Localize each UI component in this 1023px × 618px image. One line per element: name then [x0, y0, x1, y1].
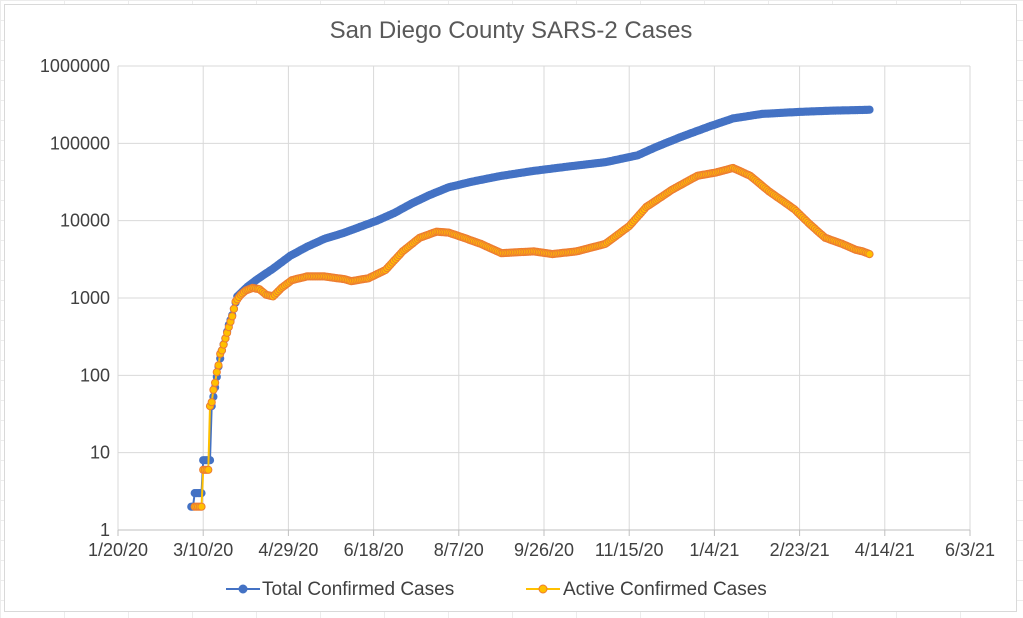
data-point: [865, 105, 874, 114]
data-point: [209, 385, 218, 394]
legend-marker-total: [238, 584, 248, 594]
x-tick-label: 1/4/21: [689, 540, 739, 560]
legend-marker-active: [538, 584, 548, 594]
data-point: [228, 312, 237, 321]
x-tick-label: 6/3/21: [945, 540, 995, 560]
x-tick-label: 11/15/20: [595, 540, 664, 560]
data-point: [229, 304, 238, 313]
chart-title: San Diego County SARS-2 Cases: [330, 17, 693, 44]
chart-area: [4, 4, 1017, 612]
series-line: [194, 166, 870, 508]
x-tick-label: 8/7/20: [434, 540, 484, 560]
data-point: [212, 368, 221, 377]
legend-label-total: Total Confirmed Cases: [262, 579, 454, 600]
x-tick-label: 3/10/20: [173, 540, 233, 560]
x-tick-label: 1/20/20: [88, 540, 148, 560]
y-tick-label: 100000: [50, 133, 110, 153]
y-tick-label: 100: [80, 365, 110, 385]
x-tick-label: 9/26/20: [514, 540, 574, 560]
data-point: [204, 465, 213, 474]
y-tick-label: 10000: [60, 211, 110, 231]
y-tick-label: 1000: [70, 288, 110, 308]
legend: Total Confirmed Cases Active Confirmed C…: [226, 579, 767, 600]
x-tick-label: 6/18/20: [344, 540, 404, 560]
y-tick-label: 1: [100, 520, 110, 540]
data-point: [865, 250, 874, 259]
x-tick-label: 4/14/21: [855, 540, 915, 560]
x-tick-label: 4/29/20: [258, 540, 318, 560]
axis-ticks: 1 10 100 1000 10000 100000 1000000 1/20/20 3/10/…: [40, 56, 995, 560]
x-tick-label: 2/23/21: [770, 540, 830, 560]
data-point: [214, 361, 223, 370]
series-total: [187, 105, 874, 511]
data-point: [211, 378, 220, 387]
y-tick-label: 1000000: [40, 56, 110, 76]
gridlines: [117, 65, 971, 531]
data-point: [197, 502, 206, 511]
data-point: [207, 398, 216, 407]
y-tick-label: 10: [90, 443, 110, 463]
series-layer: [187, 105, 874, 511]
legend-label-active: Active Confirmed Cases: [563, 579, 767, 600]
series-active: [190, 163, 874, 511]
data-point: [205, 456, 215, 465]
